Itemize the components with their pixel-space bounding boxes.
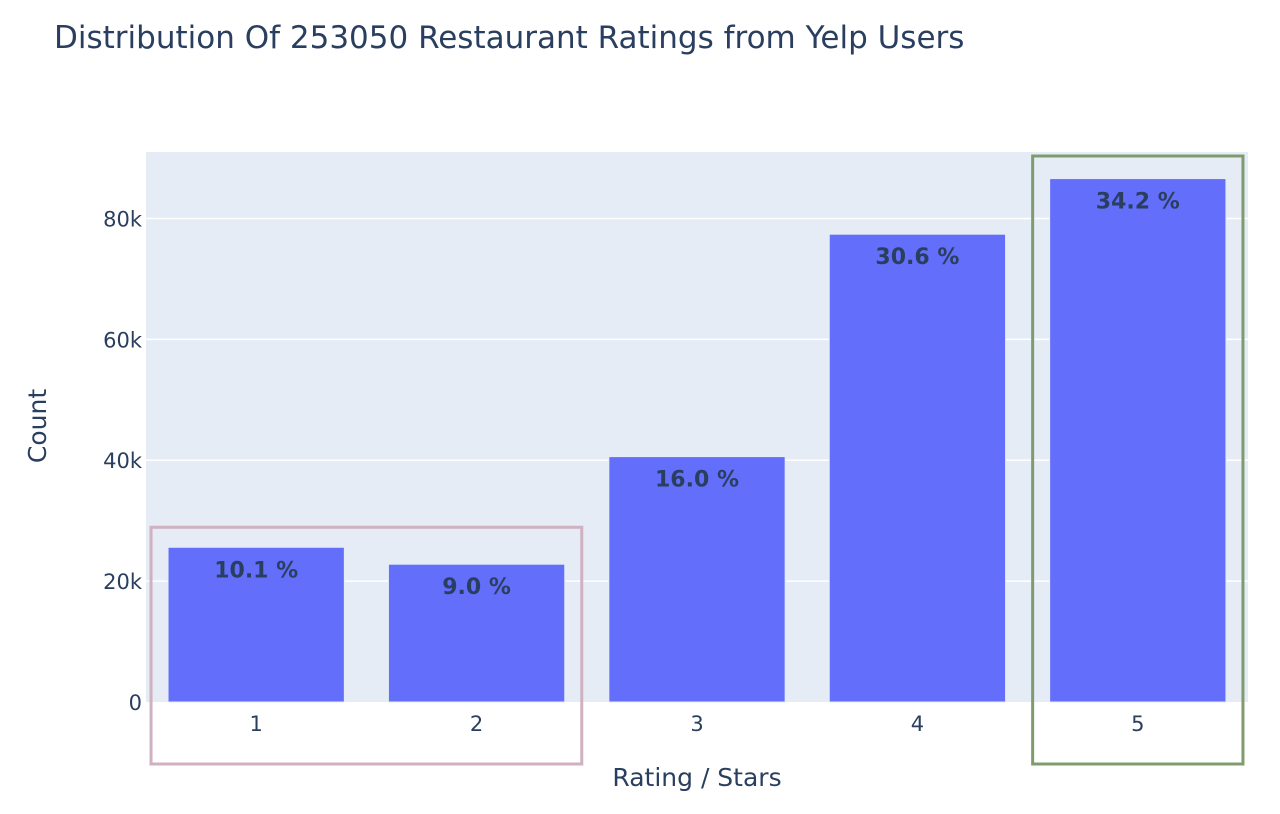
bar (1049, 178, 1227, 703)
y-tick-label: 40k (103, 449, 143, 473)
bars: 10.1 % 9.0 % 16.0 % 30.6 % 34.2 % (167, 178, 1227, 703)
x-tick-label: 2 (470, 712, 483, 736)
y-tick-label: 20k (103, 570, 143, 594)
bar (167, 546, 345, 703)
bar-value-label: 16.0 % (655, 468, 739, 493)
x-tick-label: 4 (911, 712, 924, 736)
bar (387, 563, 566, 703)
x-axis-label: Rating / Stars (612, 763, 781, 792)
x-axis-ticks: 1 2 3 4 5 (250, 712, 1145, 736)
bar-value-label: 34.2 % (1096, 190, 1180, 215)
y-tick-label: 80k (103, 207, 143, 231)
x-tick-label: 3 (690, 712, 703, 736)
bar (828, 233, 1007, 703)
highlight-box (149, 525, 584, 766)
bar-value-label: 9.0 % (442, 575, 511, 600)
y-tick-label: 0 (129, 691, 142, 715)
y-axis-ticks: 0 20k 40k 60k 80k (103, 207, 143, 715)
x-tick-label: 1 (250, 712, 263, 736)
bar-value-label: 10.1 % (214, 558, 298, 583)
highlight-boxes (149, 154, 1245, 766)
bar-value-label: 30.6 % (875, 245, 959, 270)
x-tick-label: 5 (1131, 712, 1144, 736)
highlight-box (1031, 154, 1245, 766)
y-axis-label: Count (23, 389, 52, 463)
bar (608, 456, 786, 703)
chart-title: Distribution Of 253050 Restaurant Rating… (54, 20, 964, 56)
y-tick-label: 60k (103, 328, 143, 352)
